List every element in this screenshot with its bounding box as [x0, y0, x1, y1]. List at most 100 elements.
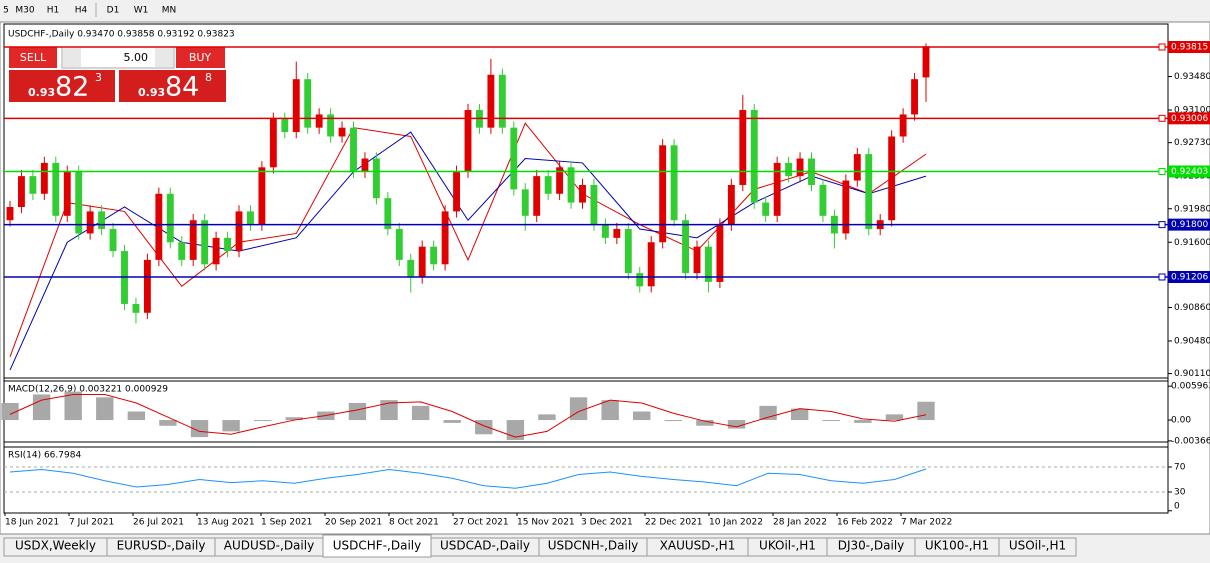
macd-bar: [917, 401, 935, 421]
candle-body: [350, 127, 357, 172]
candle-body: [727, 184, 735, 225]
lot-up[interactable]: [155, 48, 173, 67]
tab-label[interactable]: XAUUSD-,H1: [660, 539, 736, 553]
moving-average: [9, 131, 927, 371]
tab-label[interactable]: USDCNH-,Daily: [548, 539, 639, 553]
candle-body: [281, 118, 289, 133]
chart-header: USDCHF-,Daily 0.93470 0.93858 0.93192 0.…: [8, 30, 235, 40]
tab-label[interactable]: USDX,Weekly: [15, 539, 96, 553]
timeframe-button[interactable]: D1: [107, 6, 120, 16]
bid-big: 0.93: [28, 86, 55, 99]
candle-body: [315, 114, 323, 128]
candle-body: [716, 224, 724, 282]
ask-box[interactable]: [119, 70, 226, 102]
candle-body: [521, 189, 529, 216]
candle-body: [327, 114, 335, 137]
candle-body: [430, 246, 438, 265]
lot-value[interactable]: 5.00: [124, 51, 149, 64]
candle-body: [63, 171, 71, 216]
candle-body: [498, 74, 506, 128]
timeframe-button[interactable]: W1: [134, 6, 149, 16]
y-tick-label: 70: [1174, 463, 1186, 473]
level-marker: [1158, 114, 1166, 122]
date-label: 27 Oct 2021: [453, 518, 509, 528]
timeframe-button[interactable]: H4: [75, 6, 88, 16]
tab[interactable]: [998, 537, 1077, 557]
macd-bar: [254, 420, 272, 422]
tab-label[interactable]: UK100-,H1: [925, 539, 989, 553]
timeframe-button[interactable]: H1: [47, 6, 60, 16]
candle-body: [601, 224, 609, 238]
macd-bar: [601, 400, 619, 421]
date-label: 7 Mar 2022: [901, 518, 952, 528]
rsi-frame: [3, 446, 1169, 514]
macd-bar: [633, 411, 651, 421]
y-tick-label: 0.90860: [1174, 303, 1210, 313]
level-label-box: [1168, 165, 1210, 178]
candle-body: [212, 237, 220, 265]
level-label: 0.91206: [1171, 272, 1208, 282]
timeframe-button[interactable]: 5: [3, 6, 9, 16]
candle-body: [624, 229, 632, 274]
date-label: 8 Oct 2021: [389, 518, 439, 528]
macd-bar: [159, 420, 177, 426]
macd-bar: [222, 420, 240, 432]
date-label: 16 Feb 2022: [837, 518, 893, 528]
timeframe-button[interactable]: MN: [162, 6, 177, 16]
macd-bar: [64, 391, 82, 421]
candle-body: [613, 229, 621, 238]
level-label: 0.91800: [1171, 220, 1208, 230]
tab-label[interactable]: USOil-,H1: [1009, 539, 1066, 553]
macd-bar: [538, 414, 556, 421]
candle-body: [453, 171, 460, 212]
candle-body: [441, 211, 449, 265]
y-tick-label: 0.005963: [1171, 382, 1210, 392]
tab-label[interactable]: AUDUSD-,Daily: [224, 539, 314, 553]
candle-body: [487, 74, 495, 128]
tab-label[interactable]: UKOil-,H1: [759, 539, 816, 553]
macd-bar: [664, 420, 682, 422]
candle-body: [682, 220, 689, 274]
tab-label[interactable]: USDCAD-,Daily: [440, 539, 530, 553]
macd-bar: [348, 403, 367, 421]
level-label-box: [1168, 112, 1210, 125]
macd-bar: [790, 408, 809, 421]
macd-bar: [1, 403, 19, 421]
candle-body: [52, 162, 60, 216]
macd-bar: [475, 420, 493, 435]
level-label: 0.93815: [1171, 43, 1208, 53]
candle-body: [556, 167, 564, 194]
candle-body: [224, 237, 231, 252]
tab-label[interactable]: USDCHF-,Daily: [333, 539, 421, 553]
lot-down[interactable]: [63, 48, 81, 67]
date-label: 1 Sep 2021: [261, 518, 312, 528]
bid-box[interactable]: [9, 70, 115, 102]
tab-label[interactable]: EURUSD-,Daily: [117, 539, 206, 553]
macd-bar: [569, 397, 588, 421]
buy-button[interactable]: [176, 47, 225, 68]
candle-body: [247, 211, 254, 225]
moving-average: [9, 122, 927, 358]
sell-button[interactable]: [9, 47, 57, 68]
candle-body: [567, 167, 575, 203]
candle-body: [693, 246, 701, 274]
macd-bar: [759, 405, 777, 421]
sell-label[interactable]: SELL: [20, 51, 47, 64]
candle-body: [292, 79, 300, 133]
tab-label[interactable]: DJ30-,Daily: [838, 539, 905, 553]
candle-body: [819, 184, 827, 216]
y-tick-label: 0: [1174, 502, 1180, 512]
candle-body: [590, 184, 598, 225]
candle-body: [75, 171, 83, 234]
candle-body: [739, 110, 747, 185]
candle-body: [189, 220, 197, 260]
candle-body: [132, 303, 140, 313]
candle-body: [705, 246, 712, 282]
y-tick-label: 0.91980: [1174, 204, 1210, 214]
timeframe-button[interactable]: M30: [15, 6, 34, 16]
candle-body: [911, 79, 918, 115]
y-tick-label: 30: [1174, 488, 1186, 498]
buy-label[interactable]: BUY: [189, 51, 212, 64]
candle-body: [899, 114, 907, 137]
